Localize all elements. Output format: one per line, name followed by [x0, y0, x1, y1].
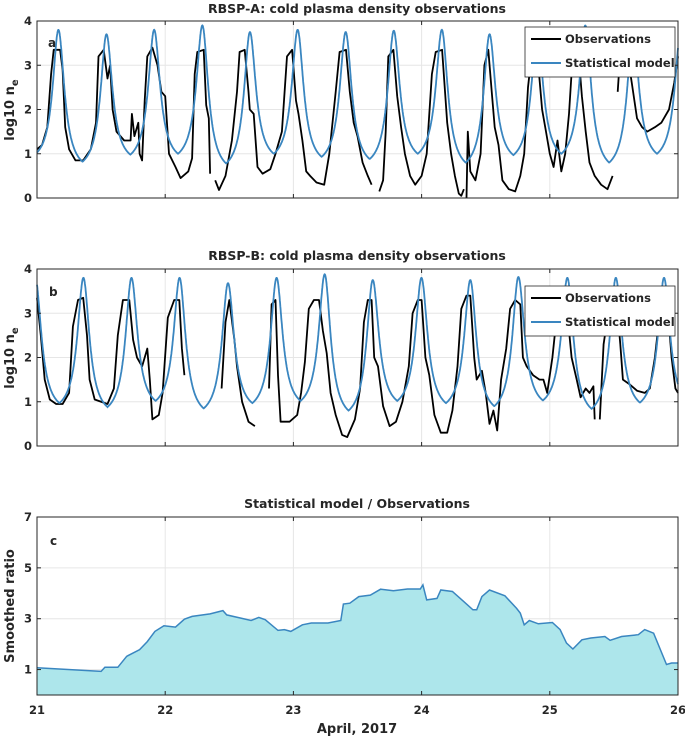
ytick-label: 1 [24, 395, 32, 409]
ratio-line [36, 583, 678, 673]
panel-a-label: a [48, 36, 56, 50]
legend-model: Statistical model [565, 56, 675, 70]
xtick-label: 22 [157, 703, 173, 717]
xtick-label: 26 [670, 703, 685, 717]
ytick-label: 2 [24, 103, 32, 117]
xtick-label: 24 [414, 703, 430, 717]
panel-c-axes [36, 516, 679, 696]
ytick-label: 0 [24, 439, 32, 453]
panel-c-data [36, 583, 678, 695]
panel-a-ylabel: log10 ne [3, 79, 21, 141]
panel-a: RBSP-A: cold plasma density observations… [3, 1, 679, 205]
panel-a-title: RBSP-A: cold plasma density observations [208, 1, 506, 16]
panel-c: Statistical model / Observations 1 3 5 7 21… [3, 496, 685, 737]
panel-c-label: c [50, 534, 57, 548]
ytick-label: 1 [24, 663, 32, 677]
panel-b: RBSP-B: cold plasma density observations… [3, 248, 679, 453]
panel-b-label: b [49, 285, 58, 299]
ytick-label: 3 [24, 58, 32, 72]
legend-model: Statistical model [565, 315, 675, 329]
xtick-label: 25 [542, 703, 558, 717]
panel-b-title: RBSP-B: cold plasma density observations [208, 248, 506, 263]
panel-c-ylabel: Smoothed ratio [3, 549, 18, 663]
observations-line [36, 46, 211, 179]
ytick-label: 3 [24, 306, 32, 320]
legend-box [524, 285, 676, 337]
ytick-label: 7 [24, 510, 32, 524]
ratio-area [37, 584, 678, 695]
ytick-label: 0 [24, 191, 32, 205]
statistical-model-line [36, 24, 679, 165]
xtick-label: 23 [285, 703, 301, 717]
legend-box [524, 26, 676, 78]
panel-c-title: Statistical model / Observations [244, 496, 470, 511]
observations-line [268, 294, 596, 438]
observations-line [220, 299, 256, 427]
xtick-label: 21 [29, 703, 45, 717]
observations-line [214, 48, 373, 191]
ytick-label: 3 [24, 612, 32, 626]
observations-line [36, 296, 186, 421]
ytick-label: 4 [24, 14, 32, 28]
ytick-label: 4 [24, 262, 32, 276]
panel-b-legend: Observations Statistical model [524, 285, 676, 337]
ytick-label: 1 [24, 147, 32, 161]
panel-a-legend: Observations Statistical model [524, 26, 676, 78]
panel-b-ylabel: log10 ne [3, 327, 21, 389]
legend-observations: Observations [565, 32, 651, 46]
ytick-label: 2 [24, 351, 32, 365]
legend-observations: Observations [565, 291, 651, 305]
panel-b-yticks: 0 1 2 3 4 [24, 262, 678, 453]
panel-c-xticks: 21 22 23 24 25 26 [29, 703, 685, 717]
ytick-label: 5 [24, 561, 32, 575]
panel-c-yticks: 1 3 5 7 [24, 510, 678, 695]
panel-c-xlabel: April, 2017 [317, 722, 397, 737]
